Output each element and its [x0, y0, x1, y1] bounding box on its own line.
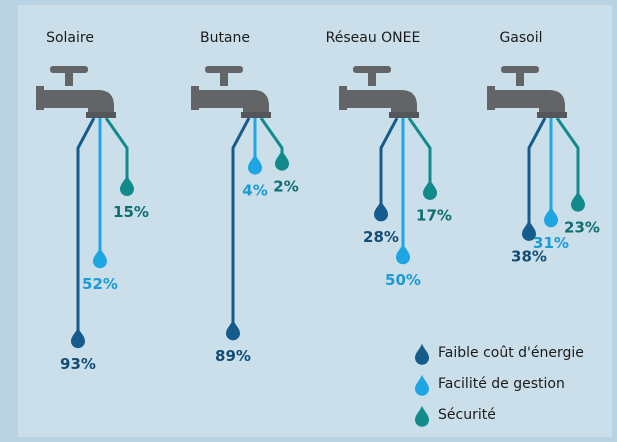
value-label: 31% — [533, 234, 569, 252]
value-label: 23% — [564, 218, 600, 236]
value-label: 15% — [113, 203, 149, 221]
value-label: 50% — [385, 271, 421, 289]
category-label: Solaire — [46, 30, 94, 46]
legend-label: Facilité de gestion — [438, 376, 565, 392]
chart: Solaire 93% 52% 15% Butane 89% 4% 2% Réseau ONEE… — [0, 0, 617, 442]
category-label: Gasoil — [499, 30, 542, 46]
faucet-handle — [205, 66, 243, 73]
faucet-stem — [368, 72, 376, 86]
value-label: 17% — [416, 207, 452, 225]
faucet-handle — [501, 66, 539, 73]
faucet-handle — [353, 66, 391, 73]
faucet-stem — [220, 72, 228, 86]
faucet-stem — [516, 72, 524, 86]
faucet-spout — [389, 112, 419, 118]
legend-label: Faible coût d'énergie — [438, 345, 584, 361]
value-label: 4% — [242, 181, 267, 199]
value-label: 89% — [215, 347, 251, 365]
faucet-stem — [65, 72, 73, 86]
faucet-spout — [241, 112, 271, 118]
faucet-spout — [537, 112, 567, 118]
value-label: 28% — [363, 228, 399, 246]
legend-label: Sécurité — [438, 407, 496, 423]
category-label: Butane — [200, 30, 250, 46]
faucet-spout — [86, 112, 116, 118]
value-label: 2% — [273, 177, 298, 195]
value-label: 93% — [60, 355, 96, 373]
category-label: Réseau ONEE — [326, 30, 421, 46]
faucet-handle — [50, 66, 88, 73]
value-label: 52% — [82, 275, 118, 293]
